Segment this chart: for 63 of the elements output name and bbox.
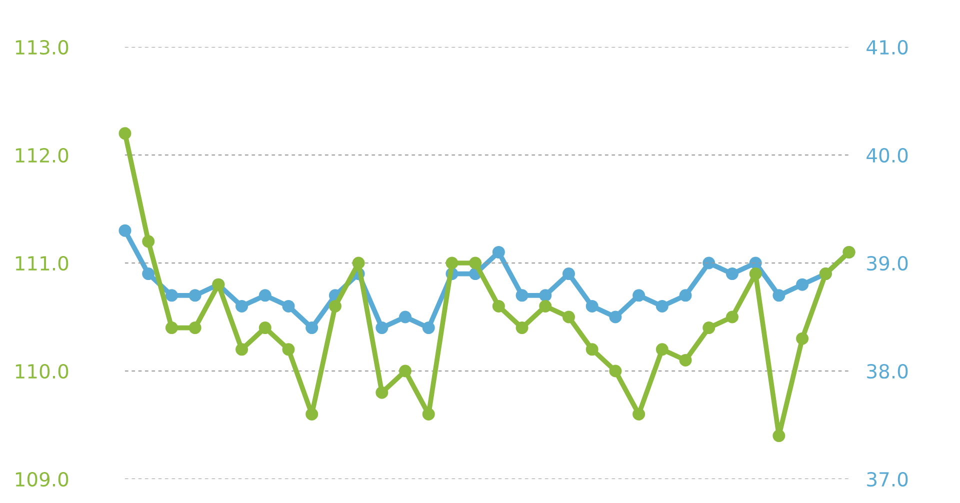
point [609, 364, 622, 378]
point [492, 300, 505, 312]
point [796, 332, 809, 345]
point [282, 343, 295, 356]
y-tick-label: 113.0 [16, 40, 68, 55]
y2-tick-label: 37.0 [867, 472, 908, 487]
y-tick-label: 111.0 [16, 256, 68, 271]
point [609, 310, 622, 324]
point [516, 322, 528, 334]
point [306, 322, 318, 334]
point [632, 289, 646, 302]
y-tick-label: 110.0 [16, 364, 68, 379]
y2-tick-label: 40.0 [866, 148, 908, 163]
point [562, 268, 575, 280]
y2-tick-label: 41.0 [866, 40, 908, 55]
point [702, 322, 716, 334]
point [492, 246, 505, 258]
point [586, 300, 598, 312]
point [376, 322, 388, 334]
point [188, 289, 202, 302]
point [376, 386, 388, 399]
point [188, 322, 202, 334]
point [539, 300, 552, 312]
point [118, 224, 132, 237]
point [726, 310, 738, 324]
point [282, 300, 295, 312]
point [328, 300, 342, 312]
point [679, 354, 692, 366]
y-tick-label: 112.0 [16, 148, 68, 163]
point [118, 127, 132, 140]
point [679, 289, 692, 302]
point [258, 289, 272, 302]
point [165, 289, 178, 302]
point [539, 289, 552, 302]
point [142, 235, 155, 248]
point [422, 322, 435, 334]
point [562, 310, 575, 324]
point [586, 343, 598, 356]
y-tick-label: 109.0 [16, 472, 68, 487]
point [142, 268, 155, 280]
point [749, 268, 762, 280]
point [632, 408, 646, 420]
point [422, 408, 435, 420]
point [306, 408, 318, 420]
point [236, 343, 248, 356]
point [165, 322, 178, 334]
point [702, 256, 716, 270]
point [399, 364, 412, 378]
point [236, 300, 248, 312]
point [469, 256, 482, 270]
y2-tick-label: 39.0 [867, 256, 908, 271]
y2-tick-label: 38.0 [867, 364, 908, 379]
point [726, 268, 738, 280]
point [772, 430, 786, 442]
point [516, 289, 528, 302]
point [352, 256, 365, 270]
point [258, 322, 272, 334]
point [399, 310, 412, 324]
point [446, 256, 458, 270]
point [656, 343, 668, 356]
point [772, 289, 786, 302]
point [656, 300, 668, 312]
point [796, 278, 809, 291]
